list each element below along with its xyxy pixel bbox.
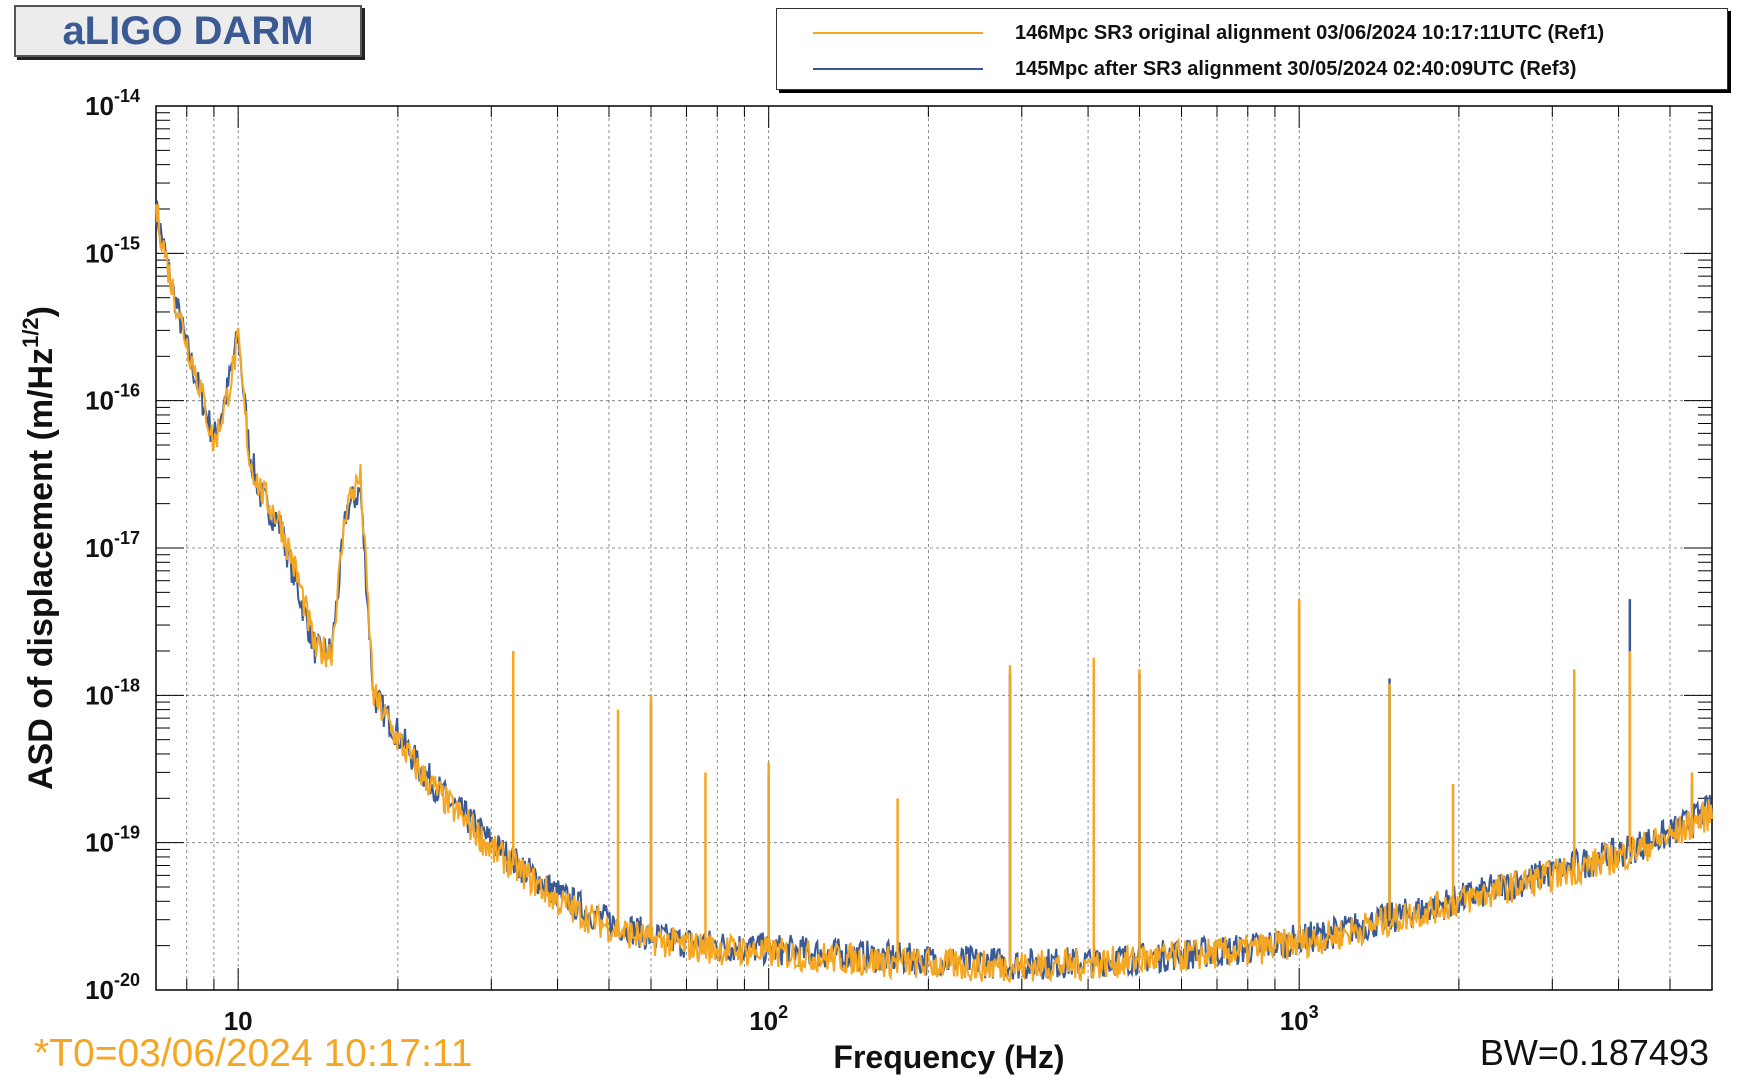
y-tick-label: 10-19 — [85, 823, 140, 858]
legend-label-ref3: 145Mpc after SR3 alignment 30/05/2024 02… — [1015, 57, 1577, 80]
t0-timestamp: *T0=03/06/2024 10:17:11 — [34, 1032, 473, 1075]
legend-swatch-ref1 — [813, 32, 983, 34]
y-tick-label: 10-18 — [85, 675, 140, 710]
legend-entry-ref1: 146Mpc SR3 original alignment 03/06/2024… — [777, 15, 1727, 51]
y-tick-label: 10-17 — [85, 528, 140, 563]
grid-lines — [155, 105, 1713, 991]
legend-swatch-ref3 — [813, 68, 983, 70]
y-tick-label: 10-16 — [85, 381, 140, 416]
legend: 146Mpc SR3 original alignment 03/06/2024… — [776, 8, 1728, 90]
x-tick-label: 10 — [224, 1006, 253, 1036]
series-ref1 — [155, 204, 1713, 983]
y-tick-label: 10-14 — [85, 86, 140, 121]
legend-entry-ref3: 145Mpc after SR3 alignment 30/05/2024 02… — [777, 51, 1727, 87]
bandwidth-readout: BW=0.187493 — [1479, 1032, 1709, 1073]
plot-title: aLIGO DARM — [62, 8, 314, 53]
series-line — [155, 204, 1713, 983]
x-tick-label: 102 — [749, 1002, 788, 1036]
legend-label-ref1: 146Mpc SR3 original alignment 03/06/2024… — [1015, 21, 1605, 44]
y-tick-label: 10-20 — [85, 970, 140, 1005]
plot-title-box: aLIGO DARM — [14, 5, 362, 57]
x-axis-label: Frequency (Hz) — [833, 1039, 1064, 1075]
y-axis-label: ASD of displacement (m/Hz1/2) — [18, 306, 60, 790]
y-tick-label: 10-15 — [85, 233, 140, 268]
x-tick-label: 103 — [1280, 1002, 1319, 1036]
